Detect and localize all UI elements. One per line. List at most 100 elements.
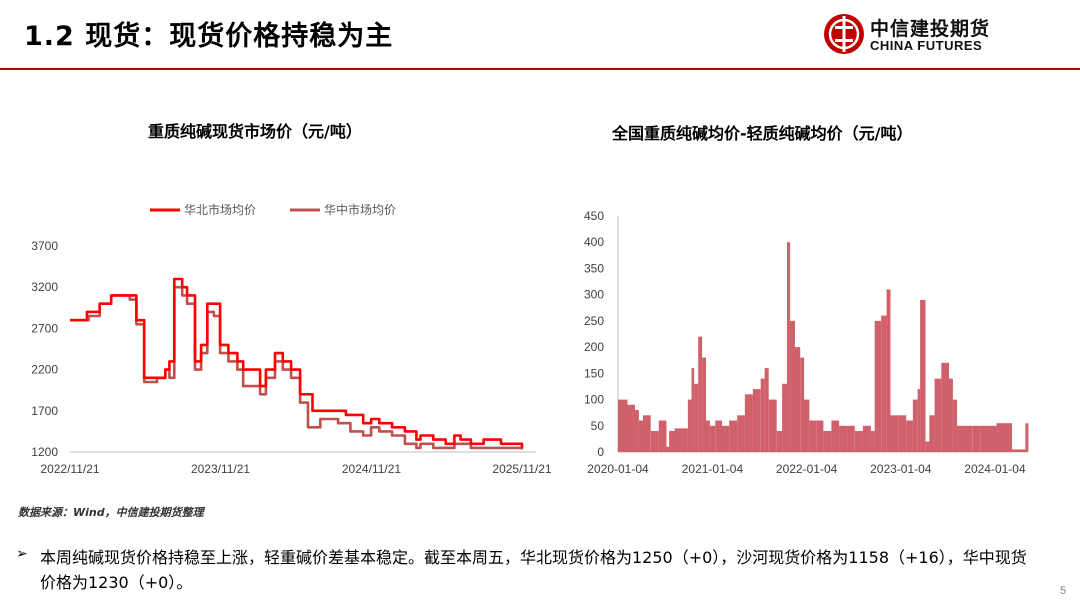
spread-bar	[952, 399, 957, 452]
header-divider	[0, 68, 1080, 70]
spread-bar	[925, 441, 930, 452]
right-y-tick-label: 400	[584, 235, 604, 249]
right-y-tick-label: 0	[597, 445, 604, 459]
spread-bar	[752, 389, 761, 452]
left-y-tick-label: 2700	[31, 321, 58, 335]
left-y-tick-label: 2200	[31, 363, 58, 377]
right-x-tick-label: 2022-01-04	[776, 462, 838, 476]
right-x-tick-label: 2020-01-04	[587, 462, 649, 476]
left-y-tick-label: 3200	[31, 280, 58, 294]
spread-bar	[890, 415, 899, 452]
spread-bar	[787, 242, 791, 452]
right-y-tick-label: 200	[584, 340, 604, 354]
spread-bar	[635, 410, 639, 452]
spread-bar	[906, 420, 913, 452]
page-title: 1.2 现货：现货价格持稳为主	[24, 21, 394, 52]
left-x-tick-label: 2022/11/21	[40, 462, 99, 476]
left-y-tick-label: 1200	[31, 445, 58, 459]
spread-bar	[854, 431, 863, 452]
spread-bar	[666, 446, 670, 452]
logo-chinese-name: 中信建投期货	[870, 18, 991, 40]
right-y-tick-label: 50	[591, 419, 605, 433]
spread-bar	[643, 415, 651, 452]
spread-bar	[941, 362, 949, 452]
spread-bar	[831, 420, 840, 452]
spread-bar	[691, 368, 695, 452]
spread-bar	[912, 399, 918, 452]
spread-bar	[996, 423, 1005, 452]
spread-bar	[764, 368, 769, 452]
right-y-tick-label: 300	[584, 288, 604, 302]
spread-bar	[744, 394, 753, 452]
spread-bar	[669, 431, 675, 452]
spread-bar	[638, 420, 643, 452]
right-y-tick-label: 100	[584, 393, 604, 407]
company-logo: 中信建投期货 CHINA FUTURES	[822, 12, 1012, 58]
spread-bar	[706, 420, 710, 452]
spread-bar	[627, 404, 635, 452]
spread-bar	[988, 425, 997, 452]
spread-bar	[618, 399, 628, 452]
right-x-tick-label: 2021-01-04	[682, 462, 744, 476]
spread-bar	[722, 425, 730, 452]
spread-bar	[957, 425, 965, 452]
header: 1.2 现货：现货价格持稳为主 中信建投期货 CHINA FUTURES	[0, 0, 1080, 70]
spread-bar	[874, 320, 882, 452]
data-source-note: 数据来源：Wind，中信建投期货整理	[18, 506, 204, 519]
spread-bar	[839, 425, 848, 452]
china-futures-logo-icon	[824, 14, 864, 54]
spread-bar	[650, 431, 659, 452]
spread-bar	[1012, 449, 1020, 452]
spread-bar	[929, 415, 935, 452]
spread-bar	[870, 431, 875, 452]
spread-bar	[760, 378, 765, 452]
spread-bar	[687, 399, 692, 452]
spread-bar	[694, 383, 699, 452]
spread-bar	[949, 378, 953, 452]
right-x-tick-label: 2024-01-04	[964, 462, 1026, 476]
right-y-tick-label: 350	[584, 261, 604, 275]
spread-bar	[917, 389, 921, 452]
spread-bar	[702, 357, 706, 452]
spread-bar	[800, 357, 805, 452]
spread-bar	[795, 347, 801, 452]
spread-bar	[816, 420, 824, 452]
series-line-huazhong	[70, 285, 524, 450]
spread-bar	[709, 425, 716, 452]
left-x-tick-label: 2023/11/21	[191, 462, 250, 476]
spread-bar	[729, 420, 738, 452]
spread-bar	[809, 420, 817, 452]
spread-bar	[674, 428, 683, 452]
spread-bar	[965, 425, 973, 452]
spread-bar	[881, 315, 887, 452]
right-y-tick-label: 450	[584, 209, 604, 223]
left-y-tick-label: 3700	[31, 239, 58, 253]
spread-bar	[782, 383, 787, 452]
spread-bar	[715, 420, 722, 452]
spread-bar	[698, 336, 703, 452]
right-x-tick-label: 2023-01-04	[870, 462, 932, 476]
spread-bar	[658, 420, 667, 452]
legend-label: 华北市场均价	[184, 202, 256, 217]
bullet-arrow-icon: ➢	[16, 546, 28, 562]
spread-bar	[737, 415, 745, 452]
page-number: 5	[1060, 585, 1067, 597]
spread-bar	[886, 289, 891, 452]
spread-bar	[1020, 449, 1026, 452]
spread-bar	[1025, 423, 1029, 452]
left-x-tick-label: 2025/11/21	[492, 462, 551, 476]
left-x-tick-label: 2024/11/21	[342, 462, 401, 476]
spread-bar	[776, 431, 783, 452]
spread-bar	[847, 425, 855, 452]
logo-english-name: CHINA FUTURES	[870, 38, 983, 53]
spread-bar	[1004, 423, 1012, 452]
spread-bar	[804, 399, 810, 452]
spread-bar	[768, 399, 777, 452]
right-y-tick-label: 250	[584, 314, 604, 328]
spread-bar	[980, 425, 989, 452]
right-y-tick-label: 150	[584, 366, 604, 380]
spread-bar	[972, 425, 981, 452]
spread-bar	[823, 431, 832, 452]
